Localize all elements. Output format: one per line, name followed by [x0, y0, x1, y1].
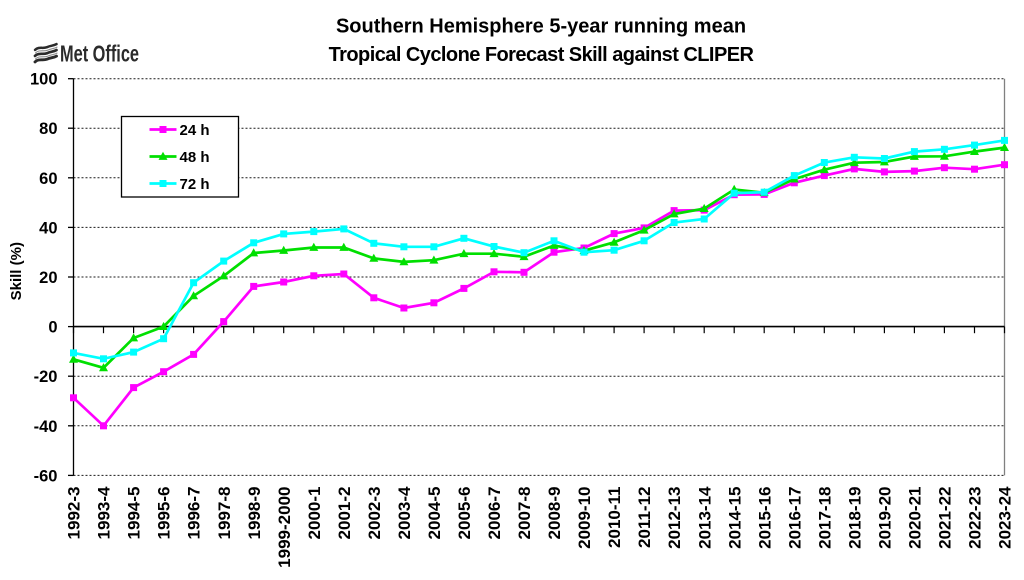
- svg-text:2020-21: 2020-21: [906, 487, 925, 549]
- svg-text:60: 60: [39, 170, 57, 188]
- svg-text:0: 0: [48, 319, 57, 337]
- svg-text:2013-14: 2013-14: [695, 486, 714, 549]
- svg-text:24 h: 24 h: [180, 122, 210, 139]
- svg-text:-20: -20: [34, 368, 58, 386]
- svg-text:2002-3: 2002-3: [365, 487, 384, 540]
- svg-text:Tropical Cyclone Forecast Skil: Tropical Cyclone Forecast Skill against …: [329, 44, 755, 66]
- svg-text:Southern Hemisphere 5-year run: Southern Hemisphere 5-year running mean: [336, 16, 746, 38]
- svg-text:Met Office: Met Office: [60, 40, 139, 66]
- svg-text:1999-2000: 1999-2000: [275, 487, 294, 568]
- svg-text:2003-4: 2003-4: [395, 486, 414, 539]
- svg-text:2019-20: 2019-20: [876, 487, 895, 549]
- svg-text:2001-2: 2001-2: [335, 487, 354, 540]
- svg-text:2004-5: 2004-5: [425, 487, 444, 540]
- svg-text:1996-7: 1996-7: [185, 487, 204, 540]
- svg-text:2007-8: 2007-8: [515, 487, 534, 540]
- svg-text:2010-11: 2010-11: [605, 487, 624, 548]
- svg-text:2006-7: 2006-7: [485, 487, 504, 540]
- svg-text:2014-15: 2014-15: [725, 487, 744, 549]
- svg-text:48 h: 48 h: [180, 149, 210, 166]
- svg-text:2017-18: 2017-18: [815, 487, 834, 549]
- svg-text:2009-10: 2009-10: [575, 487, 594, 549]
- svg-text:2018-19: 2018-19: [845, 487, 864, 549]
- svg-text:2023-24: 2023-24: [996, 486, 1015, 549]
- svg-text:2011-12: 2011-12: [635, 487, 654, 548]
- svg-text:2016-17: 2016-17: [785, 487, 804, 549]
- svg-text:-40: -40: [34, 418, 58, 436]
- svg-text:40: 40: [39, 219, 57, 237]
- svg-text:2008-9: 2008-9: [545, 487, 564, 540]
- svg-text:1997-8: 1997-8: [215, 487, 234, 540]
- svg-text:-60: -60: [34, 467, 58, 485]
- svg-text:1993-4: 1993-4: [95, 486, 114, 539]
- svg-text:Skill (%): Skill (%): [8, 242, 25, 300]
- svg-text:1998-9: 1998-9: [245, 487, 264, 540]
- svg-text:1994-5: 1994-5: [125, 487, 144, 540]
- svg-text:2005-6: 2005-6: [455, 487, 474, 540]
- svg-text:2015-16: 2015-16: [755, 487, 774, 549]
- svg-text:1992-3: 1992-3: [65, 487, 84, 540]
- svg-text:1995-6: 1995-6: [155, 487, 174, 540]
- svg-text:20: 20: [39, 269, 57, 287]
- svg-text:2012-13: 2012-13: [665, 487, 684, 549]
- svg-text:72 h: 72 h: [180, 176, 210, 193]
- svg-text:100: 100: [30, 71, 58, 89]
- svg-text:2021-22: 2021-22: [936, 487, 955, 549]
- svg-text:80: 80: [39, 120, 57, 138]
- svg-text:2000-1: 2000-1: [305, 487, 324, 540]
- svg-text:2022-23: 2022-23: [966, 487, 985, 549]
